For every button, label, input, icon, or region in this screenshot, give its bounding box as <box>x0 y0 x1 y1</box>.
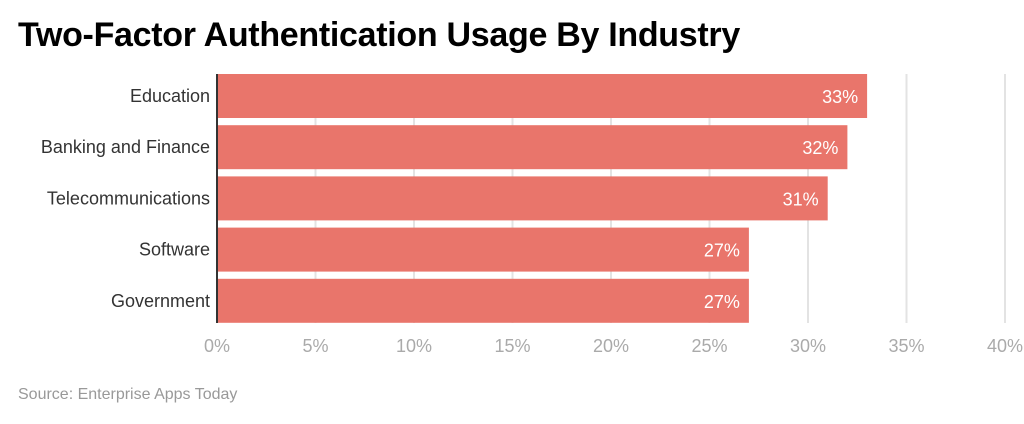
category-label: Education <box>130 86 210 106</box>
data-label: 32% <box>802 138 838 158</box>
category-label: Software <box>139 240 210 260</box>
x-tick-label: 40% <box>987 336 1023 356</box>
x-tick-label: 30% <box>790 336 826 356</box>
bar <box>217 278 749 323</box>
bar <box>217 176 828 221</box>
category-label: Banking and Finance <box>41 137 210 157</box>
source-note: Source: Enterprise Apps Today <box>18 386 238 403</box>
bar <box>217 125 848 170</box>
chart-title: Two-Factor Authentication Usage By Indus… <box>18 16 740 54</box>
x-tick-label: 20% <box>593 336 629 356</box>
x-tick-label: 35% <box>888 336 924 356</box>
data-label: 33% <box>822 87 858 107</box>
x-tick-label: 5% <box>302 336 328 356</box>
bar <box>217 227 749 272</box>
x-tick-label: 25% <box>691 336 727 356</box>
category-label: Government <box>111 291 210 311</box>
category-label: Telecommunications <box>47 188 210 208</box>
x-tick-label: 15% <box>494 336 530 356</box>
bar <box>217 74 868 118</box>
data-label: 27% <box>704 241 740 261</box>
data-label: 27% <box>704 292 740 312</box>
x-tick-label: 0% <box>204 336 230 356</box>
x-tick-label: 10% <box>396 336 432 356</box>
data-label: 31% <box>783 189 819 209</box>
